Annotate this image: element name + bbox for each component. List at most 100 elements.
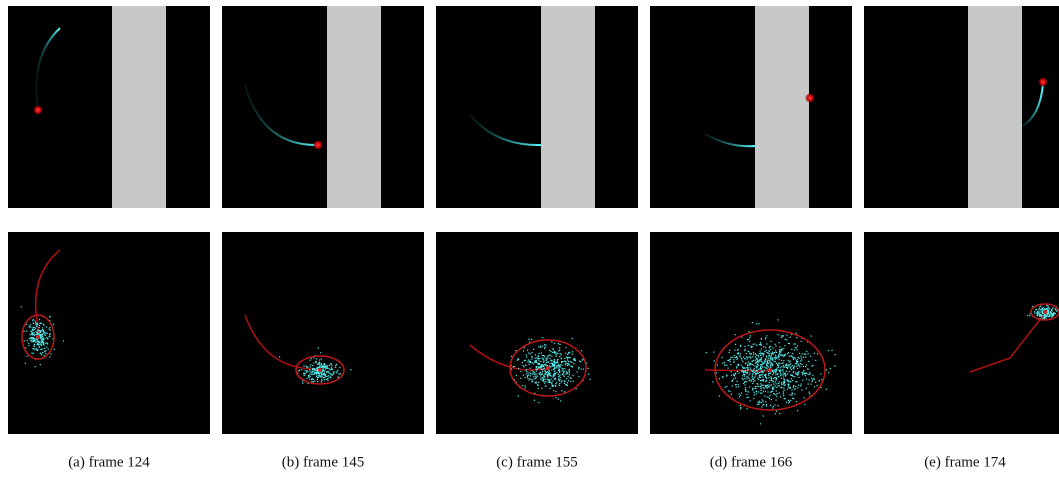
particle xyxy=(775,370,776,371)
particle xyxy=(37,332,38,333)
particle xyxy=(728,390,729,391)
particle xyxy=(543,358,544,359)
particle xyxy=(781,337,782,338)
particle xyxy=(279,356,280,357)
particle xyxy=(776,411,777,412)
particle xyxy=(587,368,588,369)
particle xyxy=(558,378,559,379)
particle xyxy=(760,344,761,345)
particle xyxy=(567,373,568,374)
particle xyxy=(553,364,554,365)
particle xyxy=(548,355,549,356)
particle xyxy=(558,374,559,375)
particle xyxy=(1035,309,1036,310)
particle xyxy=(746,394,747,395)
particle xyxy=(1048,307,1049,308)
particle xyxy=(783,362,784,363)
particle xyxy=(779,353,780,354)
particle xyxy=(554,359,555,360)
particle xyxy=(1047,311,1048,312)
particle xyxy=(306,378,307,379)
particle xyxy=(756,345,757,346)
particle xyxy=(775,350,776,351)
particle xyxy=(523,350,524,351)
caption: (a) frame 124 xyxy=(68,454,150,470)
particle xyxy=(568,376,569,377)
particle xyxy=(556,372,557,373)
particle xyxy=(757,364,758,365)
particle xyxy=(790,366,791,367)
particle xyxy=(33,348,34,349)
particle xyxy=(779,342,780,343)
particle xyxy=(774,394,775,395)
particle xyxy=(783,383,784,384)
particle xyxy=(572,351,573,352)
particle xyxy=(805,354,806,355)
particle xyxy=(43,340,44,341)
particle xyxy=(755,376,756,377)
particle xyxy=(572,354,573,355)
particle xyxy=(753,344,754,345)
particle xyxy=(763,404,764,405)
particle xyxy=(819,380,820,381)
particle xyxy=(789,387,790,388)
particle xyxy=(765,391,766,392)
particle xyxy=(775,413,776,414)
particle xyxy=(783,374,784,375)
particle xyxy=(790,381,791,382)
particle xyxy=(741,358,742,359)
particle xyxy=(741,337,742,338)
particle xyxy=(553,377,554,378)
particle xyxy=(305,373,306,374)
particle xyxy=(792,393,793,394)
particle xyxy=(762,374,763,375)
particle xyxy=(551,369,552,370)
particle xyxy=(35,331,36,332)
particle xyxy=(776,358,777,359)
particle xyxy=(574,358,575,359)
particle xyxy=(324,363,325,364)
particle xyxy=(760,380,761,381)
particle xyxy=(36,323,37,324)
particle xyxy=(1042,318,1043,319)
particle xyxy=(759,344,760,345)
particle xyxy=(24,340,25,341)
particle xyxy=(46,326,47,327)
particle xyxy=(313,363,314,364)
particle xyxy=(750,335,751,336)
particle xyxy=(791,395,792,396)
particle xyxy=(546,359,547,360)
particle xyxy=(729,350,730,351)
particle xyxy=(1052,310,1053,311)
particle xyxy=(760,390,761,391)
particle xyxy=(542,371,543,372)
particle xyxy=(49,327,50,328)
particle xyxy=(788,386,789,387)
particle xyxy=(800,385,801,386)
particle xyxy=(534,374,535,375)
particle xyxy=(808,374,809,375)
particle xyxy=(538,388,539,389)
particle xyxy=(558,364,559,365)
particle xyxy=(760,393,761,394)
particle xyxy=(804,373,805,374)
particle xyxy=(724,364,725,365)
particle xyxy=(766,363,767,364)
particle xyxy=(312,370,313,371)
particle xyxy=(528,352,529,353)
particle xyxy=(530,368,531,369)
particle xyxy=(565,374,566,375)
particle xyxy=(740,353,741,354)
particle xyxy=(779,363,780,364)
particle xyxy=(42,339,43,340)
particle xyxy=(543,355,544,356)
particle xyxy=(27,356,28,357)
particle xyxy=(526,373,527,374)
particle xyxy=(741,370,742,371)
particle xyxy=(796,381,797,382)
particle xyxy=(752,322,753,323)
particle xyxy=(747,365,748,366)
particle xyxy=(551,379,552,380)
particle xyxy=(769,398,770,399)
particle xyxy=(767,391,768,392)
